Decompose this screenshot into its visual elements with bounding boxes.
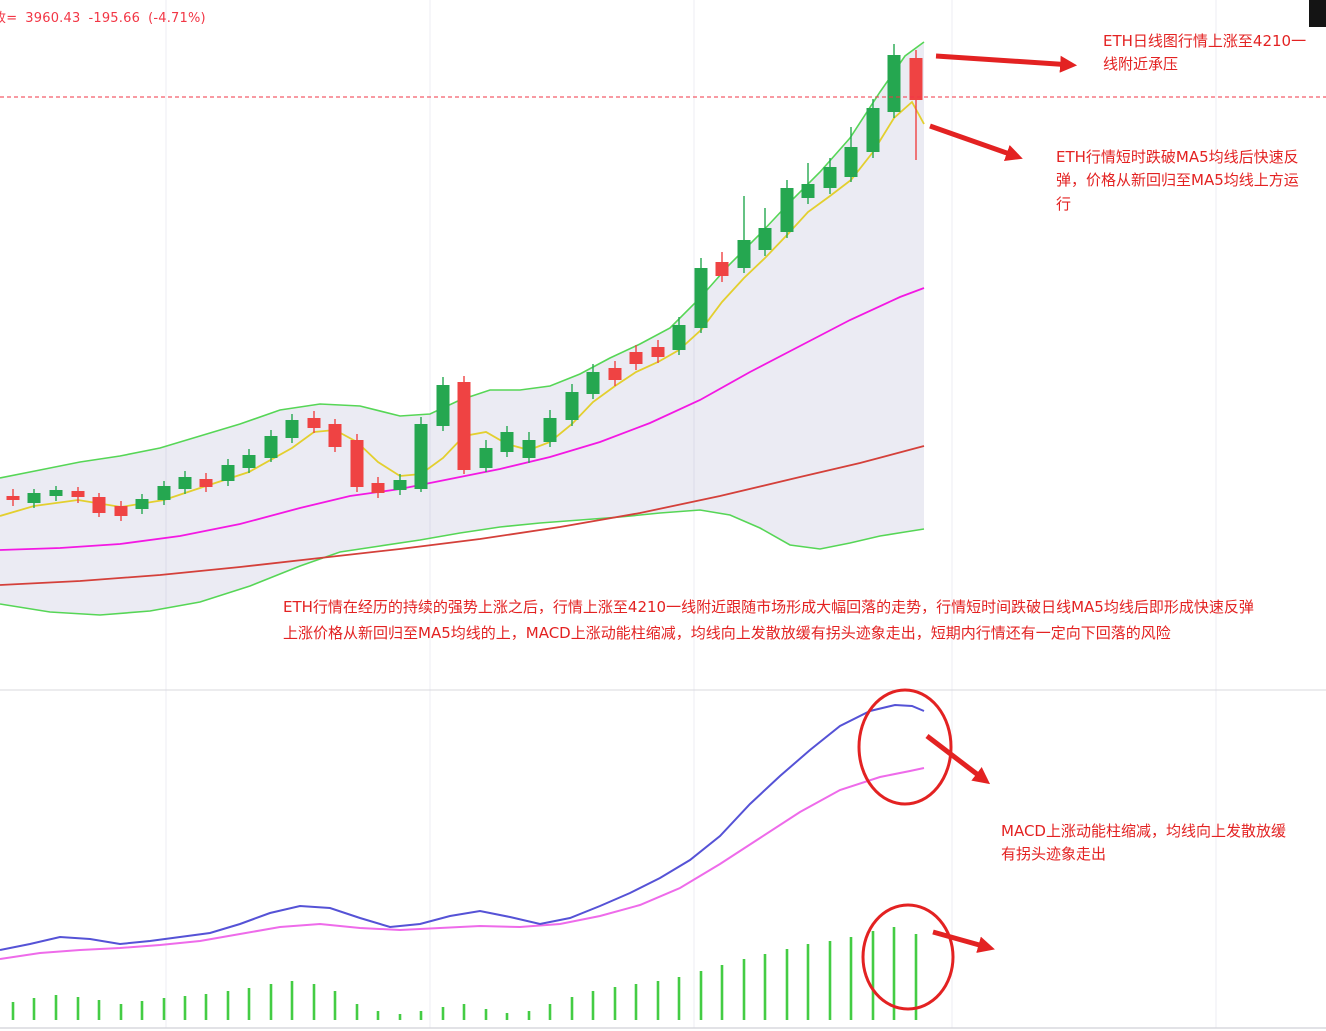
candle-body [285, 420, 299, 438]
annotation-resistance-note: ETH日线图行情上涨至4210一 线附近承压 [1103, 32, 1307, 74]
candle-body [350, 440, 364, 487]
candle-body [866, 108, 880, 152]
candle-body [522, 440, 536, 458]
candle-body [307, 418, 321, 428]
annotation-summary-paragraph: ETH行情在经历的持续的强势上涨之后，行情上涨至4210一线附近跟随市场形成大幅… [283, 598, 1254, 643]
bollinger-upper-line [0, 41, 925, 479]
candle-body [780, 188, 794, 232]
candle-body [414, 424, 428, 489]
candle-body [887, 55, 901, 112]
annotation-macd-note: MACD上涨动能柱缩减，均线向上发散放缓 有拐头迹象走出 [1001, 822, 1286, 864]
bollinger-lower-line [0, 509, 925, 616]
bollinger-fill [0, 42, 924, 615]
candle-body [672, 325, 686, 350]
candle-body [92, 497, 106, 513]
annotation-arrow [932, 929, 995, 953]
window-corner-block [1309, 0, 1326, 27]
legend-close-value: 3960.43 [25, 11, 81, 26]
candle-body [715, 262, 729, 276]
candle-body [543, 418, 557, 442]
legend-change-value: -195.66 [88, 11, 141, 26]
candle-body [737, 240, 751, 268]
candle-body [393, 480, 407, 490]
candle-body [71, 491, 85, 497]
price-legend: 收= 3960.43 -195.66 (-4.71%) [0, 7, 214, 26]
ma5-line [0, 100, 925, 517]
candle-body [608, 368, 622, 380]
highlight-ellipse [861, 903, 955, 1011]
candle-body [909, 58, 923, 100]
candle-body [651, 347, 665, 357]
candle-body [629, 352, 643, 364]
candle-body [49, 490, 63, 496]
candle-body [157, 486, 171, 500]
candle-body [27, 493, 41, 503]
legend-close-label: 收= [0, 11, 18, 26]
candle-body [178, 477, 192, 489]
candle-body [844, 147, 858, 177]
candle-body [801, 184, 815, 198]
candle-body [586, 372, 600, 394]
legend-change-pct: (-4.71%) [148, 11, 206, 26]
annotation-arrow [925, 734, 991, 785]
candle-body [371, 483, 385, 493]
candle-body [565, 392, 579, 420]
candle-body [114, 506, 128, 516]
candle-body [221, 465, 235, 481]
candle-body [823, 167, 837, 188]
annotation-arrow [935, 53, 1078, 73]
candle-body [479, 448, 493, 468]
ma-long-line [0, 445, 925, 586]
candle-body [6, 496, 20, 500]
candle-body [758, 228, 772, 250]
macd-dea-line [0, 767, 925, 960]
highlight-ellipse [857, 688, 953, 806]
ma-mid-line [0, 287, 925, 551]
macd-dif-line [0, 703, 925, 951]
candle-body [436, 385, 450, 426]
candle-body [242, 455, 256, 468]
candle-body [328, 424, 342, 447]
candle-body [135, 499, 149, 509]
annotation-arrow [929, 123, 1023, 162]
candle-body [694, 268, 708, 328]
candle-body [199, 479, 213, 487]
candle-body [457, 382, 471, 470]
candle-body [500, 432, 514, 452]
candle-body [264, 436, 278, 458]
annotation-ma5-rebound-note: ETH行情短时跌破MA5均线后快速反 弹，价格从新回归至MA5均线上方运 行 [1056, 148, 1299, 213]
